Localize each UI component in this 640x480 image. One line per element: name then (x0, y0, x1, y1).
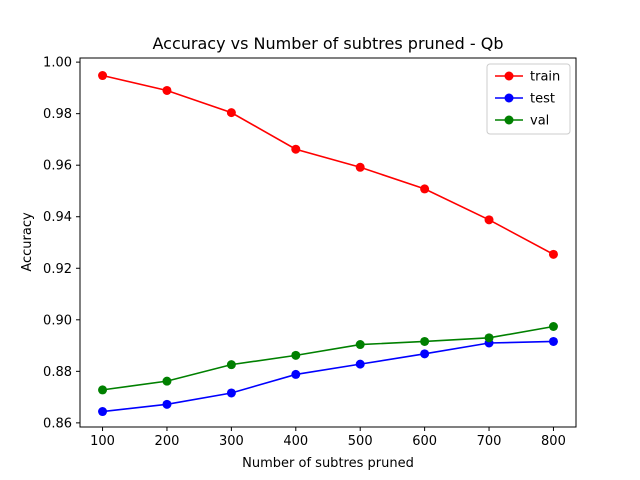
data-point-train (98, 71, 108, 81)
axes-frame (79, 57, 577, 428)
data-point-val (226, 360, 236, 370)
legend: train test val (486, 63, 571, 135)
x-tick-label: 500 (348, 434, 373, 449)
data-point-val (420, 336, 430, 346)
data-point-train (548, 249, 558, 259)
y-tick-label: 0.96 (43, 159, 72, 174)
x-tick-label: 600 (412, 434, 437, 449)
x-axis-label: Number of subtres pruned (242, 456, 414, 471)
x-tick-label: 100 (90, 434, 115, 449)
data-point-val (98, 385, 108, 395)
series-line-test (102, 340, 554, 413)
data-point-test (548, 336, 558, 346)
data-point-val (548, 322, 558, 332)
data-point-train (355, 162, 365, 172)
series-line-val (102, 325, 554, 391)
y-axis-label: Accuracy (20, 212, 35, 272)
chart-title: Accuracy vs Number of subtres pruned - Q… (153, 34, 504, 53)
data-point-train (162, 85, 172, 95)
y-tick-label: 1.00 (43, 56, 72, 71)
data-point-test (162, 399, 172, 409)
data-point-val (291, 350, 301, 360)
data-point-train (226, 108, 236, 118)
data-point-test (226, 388, 236, 398)
x-tick-label: 400 (283, 434, 308, 449)
x-tick-label: 700 (477, 434, 502, 449)
x-tick-label: 300 (219, 434, 244, 449)
legend-marker-test (504, 93, 514, 103)
x-tick-label: 800 (541, 434, 566, 449)
y-tick-label: 0.98 (43, 107, 72, 122)
y-tick-label: 0.90 (43, 313, 72, 328)
legend-label-val: val (530, 114, 549, 129)
series-line-train (102, 74, 554, 256)
data-point-test (420, 349, 430, 359)
y-tick-label: 0.92 (43, 262, 72, 277)
data-point-train (484, 215, 494, 225)
data-point-val (484, 333, 494, 343)
legend-label-train: train (530, 70, 560, 85)
legend-label-test: test (530, 92, 555, 107)
x-tick-label: 200 (155, 434, 180, 449)
data-point-val (355, 340, 365, 350)
data-point-val (162, 376, 172, 386)
axes: 100 200 300 400 500 600 700 800 0.86 0.88 0.90 0.92… (43, 56, 577, 449)
data-point-test (98, 407, 108, 417)
y-tick-label: 0.88 (43, 365, 72, 380)
data-point-train (291, 144, 301, 154)
plot-area (98, 71, 558, 417)
data-point-train (420, 184, 430, 194)
y-tick-label: 0.86 (43, 416, 72, 431)
data-point-test (291, 369, 301, 379)
legend-marker-val (504, 115, 514, 125)
y-tick-label: 0.94 (43, 210, 72, 225)
data-point-test (355, 359, 365, 369)
legend-marker-train (504, 71, 514, 81)
